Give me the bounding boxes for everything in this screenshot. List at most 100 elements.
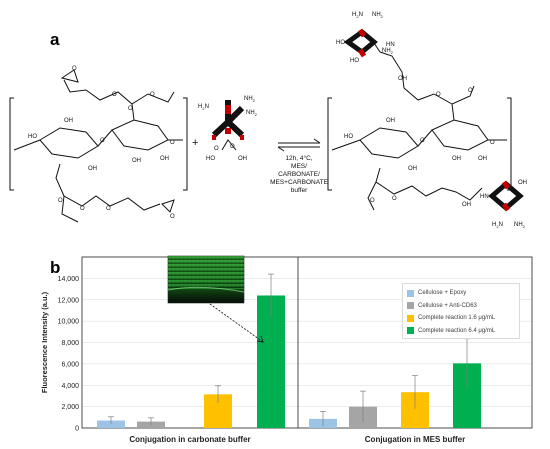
bar: [309, 418, 337, 428]
left-o-8: O: [106, 206, 111, 212]
product-ho-1: HO: [344, 134, 353, 140]
bar: [401, 392, 429, 428]
product-hn-2: HN: [480, 194, 489, 200]
legend-item: Cellulose + Epoxy: [407, 287, 515, 300]
product-o-4: O: [468, 88, 473, 94]
y-tick-label: 10,000: [58, 319, 80, 326]
product-oh-6: OH: [462, 202, 471, 208]
left-o-1: O: [100, 138, 105, 144]
left-oh-3: OH: [132, 158, 141, 164]
bar: [349, 406, 377, 428]
bar: [204, 394, 232, 428]
reagent-oh: OH: [238, 156, 247, 162]
reagent-ho: HO: [206, 156, 215, 162]
left-o-10: O: [170, 214, 175, 220]
bar: [97, 420, 125, 428]
group-label: Conjugation in carbonate buffer: [129, 435, 250, 444]
legend-swatch: [407, 289, 414, 297]
svg-text:buffer: buffer: [291, 187, 308, 194]
product-nh2-1: NH2: [372, 12, 384, 19]
left-oh-1: OH: [64, 118, 73, 124]
svg-text:MES/: MES/: [291, 163, 307, 170]
left-bracket-open: [9, 97, 14, 191]
right-ring-1: [359, 127, 419, 159]
legend-item: Cellulose + Anti-CD63: [407, 300, 515, 313]
bar: [453, 363, 481, 428]
product-hn-1: HN: [386, 42, 395, 48]
product-h2n-1: H2N: [352, 12, 363, 19]
chart-legend: Cellulose + Epoxy Cellulose + Anti-CD63 …: [402, 283, 520, 339]
y-tick-label: 2,000: [61, 404, 79, 411]
y-tick-label: 4,000: [61, 383, 79, 390]
left-o-4: O: [150, 92, 155, 98]
antibody-reagent: [211, 100, 245, 151]
microscopy-inset: [167, 255, 245, 304]
left-o-9: O: [72, 66, 77, 72]
bar: [137, 421, 165, 428]
reagent-nh2-b: NH2: [246, 110, 258, 117]
product-o-6: O: [392, 196, 397, 202]
left-o-3: O: [128, 106, 133, 112]
reverse-arrow: [277, 146, 320, 152]
legend-label: Cellulose + Anti-CD63: [418, 302, 477, 309]
svg-text:12h, 4°C,: 12h, 4°C,: [285, 154, 312, 162]
y-tick-label: 12,000: [58, 297, 80, 304]
left-o-6: O: [58, 198, 63, 204]
right-bracket-open: [327, 97, 332, 191]
legend-label: Cellulose + Epoxy: [418, 290, 467, 297]
left-bracket-close: [183, 97, 188, 191]
product-oh-2: OH: [408, 166, 417, 172]
reagent-o-2: O: [230, 144, 235, 150]
product-o-1: O: [420, 138, 425, 144]
product-o-3: O: [436, 92, 441, 98]
epoxide-bottom: [161, 199, 175, 213]
epoxide-top: [60, 69, 79, 83]
left-o-7: O: [80, 206, 85, 212]
legend-item: Complete reaction 6.4 μg/mL: [407, 325, 515, 338]
y-tick-label: 6,000: [61, 361, 79, 368]
left-ring-2: [111, 119, 169, 151]
inset-arrow: [209, 303, 264, 343]
product-o-2: O: [490, 140, 495, 146]
product-oh-5: OH: [398, 76, 407, 82]
left-oh-2: OH: [88, 166, 97, 172]
legend-item: Complete reaction 1.6 μg/mL: [407, 312, 515, 325]
antibody-product-bottom: [488, 180, 524, 212]
left-o-5: O: [112, 92, 117, 98]
left-ho-1: HO: [28, 134, 37, 140]
y-axis-label: Fluorescence Intensity (a.u.): [40, 291, 49, 393]
legend-swatch: [407, 327, 414, 335]
y-tick-label: 0: [75, 426, 79, 433]
reagent-h2n: H2N: [198, 104, 209, 111]
left-o-2: O: [170, 140, 175, 146]
panel-b-letter: b: [50, 258, 61, 277]
right-bracket-close: [507, 97, 512, 191]
product-ho-3: HO: [350, 58, 359, 64]
product-nh2-2: NH2: [382, 48, 394, 55]
legend-swatch: [407, 314, 414, 322]
svg-text:MES+CARBONATE: MES+CARBONATE: [270, 179, 329, 186]
reagent-nh2: NH2: [244, 96, 256, 103]
product-oh-7: OH: [518, 180, 527, 186]
legend-label: Complete reaction 6.4 μg/mL: [418, 327, 496, 334]
svg-text:CARBONATE/: CARBONATE/: [278, 171, 320, 178]
product-oh-3: OH: [452, 156, 461, 162]
product-oh-1: OH: [386, 118, 395, 124]
plus-sign: +: [192, 137, 198, 149]
bar: [257, 295, 285, 428]
legend-label: Complete reaction 1.6 μg/mL: [418, 315, 496, 322]
reagent-o-1: O: [214, 146, 219, 152]
product-h2n-2: H2N: [492, 222, 503, 229]
group-label: Conjugation in MES buffer: [365, 435, 465, 444]
right-ring-2: [431, 119, 489, 151]
left-oh-4: OH: [160, 156, 169, 162]
reaction-conditions: 12h, 4°C, MES/ CARBONATE/ MES+CARBONATE …: [270, 154, 329, 194]
forward-arrow: [278, 138, 321, 144]
legend-swatch: [407, 302, 414, 310]
product-o-5: O: [370, 198, 375, 204]
y-tick-label: 14,000: [58, 276, 80, 283]
panel-a-letter: a: [50, 30, 60, 49]
product-oh-4: OH: [478, 156, 487, 162]
product-nh2-3: NH2: [514, 222, 526, 229]
y-tick-label: 8,000: [61, 340, 79, 347]
